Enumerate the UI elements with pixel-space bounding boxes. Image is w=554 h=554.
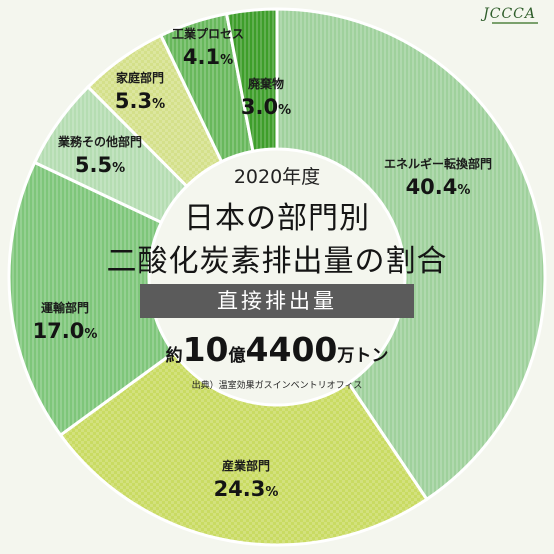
slice-texture-1 <box>60 352 427 545</box>
slice-value-6: 3.0% <box>241 95 291 119</box>
slice-texture-0 <box>277 9 545 500</box>
slice-label-6: 廃棄物 <box>248 76 284 91</box>
slice-texture-5 <box>160 13 253 162</box>
slice-texture-2 <box>9 162 174 436</box>
slice-label-1: 産業部門 <box>222 458 270 473</box>
slice-label-5: 工業プロセス <box>172 26 244 41</box>
jccca-logo: JCCCA <box>483 6 536 22</box>
slice-label-4: 家庭部門 <box>116 70 164 85</box>
slice-label-3: 業務その他部門 <box>57 134 142 149</box>
slice-texture-3 <box>34 86 187 223</box>
slice-texture-6 <box>226 9 277 152</box>
slice-value-0: 40.4% <box>406 175 471 199</box>
logo-underline <box>492 22 538 24</box>
slice-label-0: エネルギー転換部門 <box>384 156 492 171</box>
slice-label-2: 運輸部門 <box>41 300 89 315</box>
slice-texture-4 <box>88 35 222 187</box>
